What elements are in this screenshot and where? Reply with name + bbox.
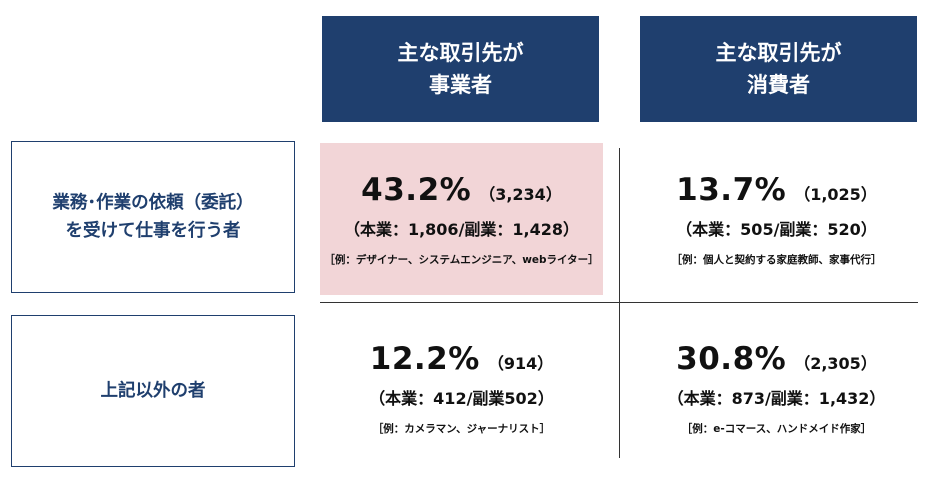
pct-line: 30.8% （2,305） — [676, 341, 877, 377]
cell-consumer-other: 30.8% （2,305） （本業：873/副業：1,432） ［例：e-コマー… — [635, 312, 918, 464]
example-text: ［例：デザイナー、システムエンジニア、webライター］ — [324, 253, 599, 266]
header-consumer-line2: 消費者 — [747, 73, 810, 97]
vertical-divider — [619, 148, 620, 458]
header-business-line1: 主な取引先が — [397, 41, 524, 65]
example-text: ［例：カメラマン、ジャーナリスト］ — [372, 422, 551, 435]
example-text: ［例：個人と契約する家庭教師、家事代行］ — [671, 253, 882, 266]
breakdown-text: （本業：505/副業：520） — [676, 219, 877, 239]
count-value: （3,234） — [479, 184, 562, 204]
pct-line: 13.7% （1,025） — [676, 172, 877, 208]
breakdown-text: （本業：1,806/副業：1,428） — [343, 219, 580, 239]
pct-line: 12.2% （914） — [370, 341, 553, 377]
percent-value: 13.7% — [676, 171, 787, 208]
horizontal-divider — [320, 302, 918, 303]
count-value: （1,025） — [794, 184, 877, 204]
row-contract-line2: を受けて仕事を行う者 — [65, 221, 241, 241]
header-business-clients: 主な取引先が 事業者 — [322, 16, 599, 122]
header-consumer-line1: 主な取引先が — [715, 41, 842, 65]
count-value: （2,305） — [794, 353, 877, 373]
breakdown-text: （本業：412/副業502） — [369, 388, 554, 408]
row-label-contract-work: 業務･作業の依頼（委託） を受けて仕事を行う者 — [11, 141, 295, 293]
row-label-other: 上記以外の者 — [11, 315, 295, 467]
row-contract-line1: 業務･作業の依頼（委託） — [52, 193, 254, 213]
percent-value: 30.8% — [676, 340, 787, 377]
pct-line: 43.2% （3,234） — [361, 172, 562, 208]
row-other-line1: 上記以外の者 — [100, 381, 206, 401]
header-consumer-clients: 主な取引先が 消費者 — [640, 16, 917, 122]
cell-business-contract: 43.2% （3,234） （本業：1,806/副業：1,428） ［例：デザイ… — [320, 143, 603, 295]
percent-value: 12.2% — [369, 340, 480, 377]
example-text: ［例：e-コマース、ハンドメイド作家］ — [681, 422, 872, 435]
breakdown-text: （本業：873/副業：1,432） — [667, 388, 886, 408]
percent-value: 43.2% — [361, 171, 472, 208]
cell-business-other: 12.2% （914） （本業：412/副業502） ［例：カメラマン、ジャーナ… — [320, 312, 603, 464]
cell-consumer-contract: 13.7% （1,025） （本業：505/副業：520） ［例：個人と契約する… — [635, 143, 918, 295]
count-value: （914） — [487, 353, 554, 373]
header-business-line2: 事業者 — [429, 73, 492, 97]
